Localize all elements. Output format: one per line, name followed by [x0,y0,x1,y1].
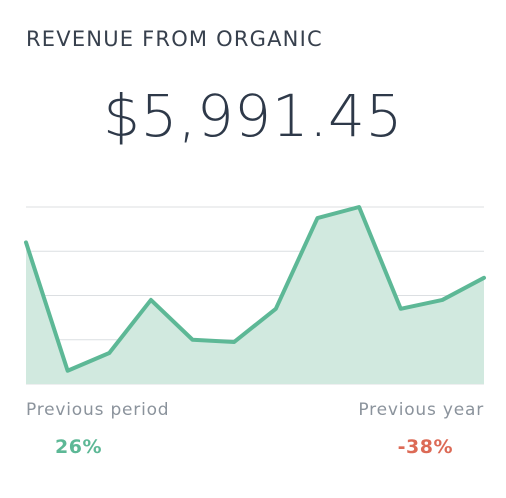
previous-period-label: Previous period [26,400,170,420]
previous-year-value: -38% [397,436,453,458]
series-line [24,205,486,373]
series-area [26,207,484,384]
chart-area-layer [26,207,484,384]
revenue-value: $5,991.45 [103,82,403,150]
previous-year-label: Previous year [358,400,484,420]
chart-line-layer [24,205,486,373]
widget-title: REVENUE FROM ORGANIC [26,27,323,51]
previous-period-value: 26% [55,436,102,458]
